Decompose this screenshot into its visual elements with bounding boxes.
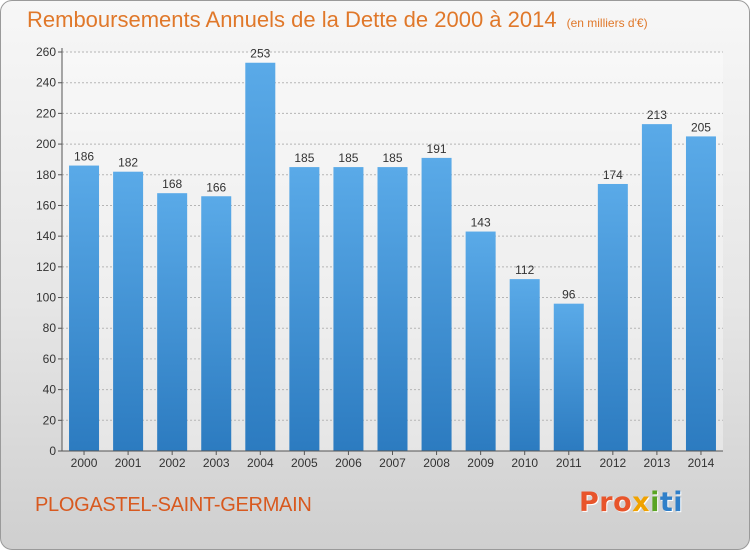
data-label: 174 [603, 168, 623, 182]
chart-title-text: Remboursements Annuels de la Dette de 20… [27, 7, 557, 32]
data-label: 166 [206, 180, 226, 194]
bar-2010[interactable] [509, 279, 540, 451]
x-tick-label: 2005 [291, 456, 318, 470]
x-tick-label: 2014 [688, 456, 715, 470]
x-tick-label: 2009 [467, 456, 494, 470]
x-tick-label: 2006 [335, 456, 362, 470]
bars: 186 182 168 166 253 185 185 185 191 143 112 96 174 21… [69, 47, 716, 452]
data-label: 185 [294, 151, 314, 165]
x-tick-label: 2010 [511, 456, 538, 470]
bar-2014[interactable] [685, 136, 716, 451]
x-tick-label: 2001 [115, 456, 142, 470]
y-tick-label: 60 [43, 352, 57, 366]
data-label: 182 [118, 156, 138, 170]
y-tick-label: 100 [36, 291, 56, 305]
y-tick-label: 120 [36, 260, 56, 274]
y-tick-label: 200 [36, 137, 56, 151]
bar-2000[interactable] [69, 165, 100, 452]
y-tick-label: 80 [43, 321, 57, 335]
unit-label: (en milliers d'€) [566, 16, 648, 30]
bar-2001[interactable] [113, 171, 144, 451]
bar-2003[interactable] [201, 196, 232, 451]
bar-2011[interactable] [553, 303, 584, 451]
bar-2004[interactable] [245, 62, 276, 451]
bar-2013[interactable] [641, 124, 672, 451]
y-tick-label: 220 [36, 106, 56, 120]
x-tick-label: 2004 [247, 456, 274, 470]
data-label: 205 [691, 120, 711, 134]
bar-2002[interactable] [157, 193, 188, 451]
y-tick-label: 180 [36, 168, 56, 182]
data-label: 191 [427, 142, 447, 156]
y-tick-label: 40 [43, 383, 57, 397]
data-label: 185 [338, 151, 358, 165]
bar-2006[interactable] [333, 167, 364, 451]
data-label: 213 [647, 108, 667, 122]
y-tick-label: 20 [43, 413, 57, 427]
x-tick-label: 2011 [556, 456, 582, 470]
bar-2012[interactable] [597, 183, 628, 451]
x-tick-label: 2013 [644, 456, 671, 470]
data-label: 168 [162, 177, 182, 191]
chart-title: Remboursements Annuels de la Dette de 20… [27, 7, 648, 33]
x-tick-label: 2003 [203, 456, 230, 470]
bar-2005[interactable] [289, 167, 320, 451]
data-label: 185 [382, 151, 402, 165]
city-name: PLOGASTEL-SAINT-GERMAIN [35, 494, 312, 516]
data-label: 143 [471, 216, 491, 230]
data-label: 96 [562, 288, 576, 302]
y-tick-label: 140 [36, 229, 56, 243]
axes: 0 20 40 60 80 100 120 140 160 180 200 220 240 260 2000… [36, 45, 723, 470]
bar-2007[interactable] [377, 167, 408, 451]
x-tick-label: 2008 [423, 456, 450, 470]
y-tick-label: 240 [36, 76, 56, 90]
y-tick-label: 0 [49, 444, 56, 458]
x-tick-label: 2000 [71, 456, 98, 470]
x-tick-label: 2002 [159, 456, 186, 470]
bar-2009[interactable] [465, 231, 496, 451]
data-label: 253 [250, 47, 270, 61]
x-tick-label: 2007 [379, 456, 406, 470]
data-label: 186 [74, 150, 94, 164]
y-tick-label: 160 [36, 198, 56, 212]
y-tick-label: 260 [36, 45, 56, 59]
bar-2008[interactable] [421, 157, 452, 451]
data-label: 112 [515, 263, 534, 277]
x-tick-label: 2012 [599, 456, 626, 470]
proxiti-logo[interactable]: Proxiti [579, 487, 684, 518]
